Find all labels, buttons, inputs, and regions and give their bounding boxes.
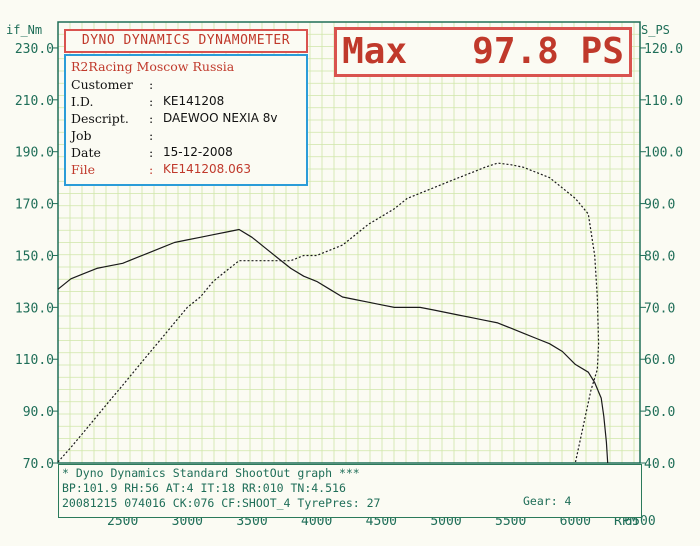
y-left-tick-label: 170.0 <box>15 198 54 213</box>
y-left-tick-label: 110.0 <box>15 353 54 368</box>
dyno-brand-box: DYNO DYNAMICS DYNAMOMETER <box>64 29 308 53</box>
y-left-tick-label: 150.0 <box>15 249 54 264</box>
info-row-date: Date : 15-12-2008 <box>71 145 301 162</box>
footer-gear: Gear: 4 <box>523 494 572 508</box>
y-right-tick-label: 70.0 <box>644 301 675 316</box>
info-row-description: Descript. : DAEWOO NEXIA 8v <box>71 111 301 128</box>
y-right-tick-label: 40.0 <box>644 457 675 472</box>
info-row-id: I.D. : KE141208 <box>71 94 301 111</box>
info-sep: : <box>149 111 154 126</box>
info-row-file: File : KE141208.063 <box>71 162 301 179</box>
y-axis-right-label: S_PS <box>641 23 670 37</box>
info-label: Job <box>71 128 92 143</box>
info-label: Customer <box>71 77 133 92</box>
info-value: DAEWOO NEXIA 8v <box>163 111 278 125</box>
torque-curve <box>57 228 609 464</box>
info-label: Descript. <box>71 111 129 126</box>
max-unit: PS <box>580 31 624 72</box>
vehicle-info-box: R2Racing Moscow Russia Customer : I.D. :… <box>64 54 308 186</box>
info-label: File <box>71 162 96 177</box>
footer-conditions: BP:101.9 RH:56 AT:4 IT:18 RR:010 TN:4.51… <box>62 481 346 495</box>
dyno-brand-title: DYNO DYNAMICS DYNAMOMETER <box>81 33 291 48</box>
y-left-tick-label: 230.0 <box>15 42 54 57</box>
y-left-tick-label: 90.0 <box>23 405 54 420</box>
info-row-customer: Customer : <box>71 77 301 94</box>
y-right-tick-label: 90.0 <box>644 198 675 213</box>
max-power-box: Max 97.8 PS <box>334 27 632 77</box>
y-right-tick-label: 60.0 <box>644 353 675 368</box>
y-left-tick-label: 210.0 <box>15 94 54 109</box>
y-left-tick-label: 70.0 <box>23 457 54 472</box>
y-axis-left-label: if_Nm <box>6 23 42 37</box>
chart-curves <box>57 162 609 464</box>
info-value: KE141208 <box>163 94 225 108</box>
info-label: I.D. <box>71 94 94 109</box>
max-value: 97.8 <box>472 31 559 72</box>
y-right-tick-label: 50.0 <box>644 405 675 420</box>
info-value: KE141208.063 <box>163 162 251 176</box>
info-row-job: Job : <box>71 128 301 145</box>
info-title: R2Racing Moscow Russia <box>71 59 235 74</box>
y-right-tick-label: 80.0 <box>644 249 675 264</box>
y-right-tick-label: 110.0 <box>644 94 683 109</box>
info-sep: : <box>149 94 154 109</box>
footer-stamp: 20081215 074016 CK:076 CF:SHOOT_4 TyrePr… <box>62 496 381 510</box>
y-right-tick-label: 100.0 <box>644 146 683 161</box>
info-sep: : <box>149 77 154 92</box>
y-left-tick-label: 130.0 <box>15 301 54 316</box>
test-conditions-box: * Dyno Dynamics Standard ShootOut graph … <box>58 464 642 518</box>
power-curve <box>57 162 600 464</box>
y-left-tick-label: 190.0 <box>15 146 54 161</box>
info-sep: : <box>149 128 154 143</box>
max-label: Max <box>342 31 408 72</box>
info-value: 15-12-2008 <box>163 145 233 159</box>
info-sep: : <box>149 162 154 177</box>
plot-frame <box>57 21 641 464</box>
info-label: Date <box>71 145 101 160</box>
footer-title: * Dyno Dynamics Standard ShootOut graph … <box>62 466 360 480</box>
y-right-tick-label: 120.0 <box>644 42 683 57</box>
info-sep: : <box>149 145 154 160</box>
